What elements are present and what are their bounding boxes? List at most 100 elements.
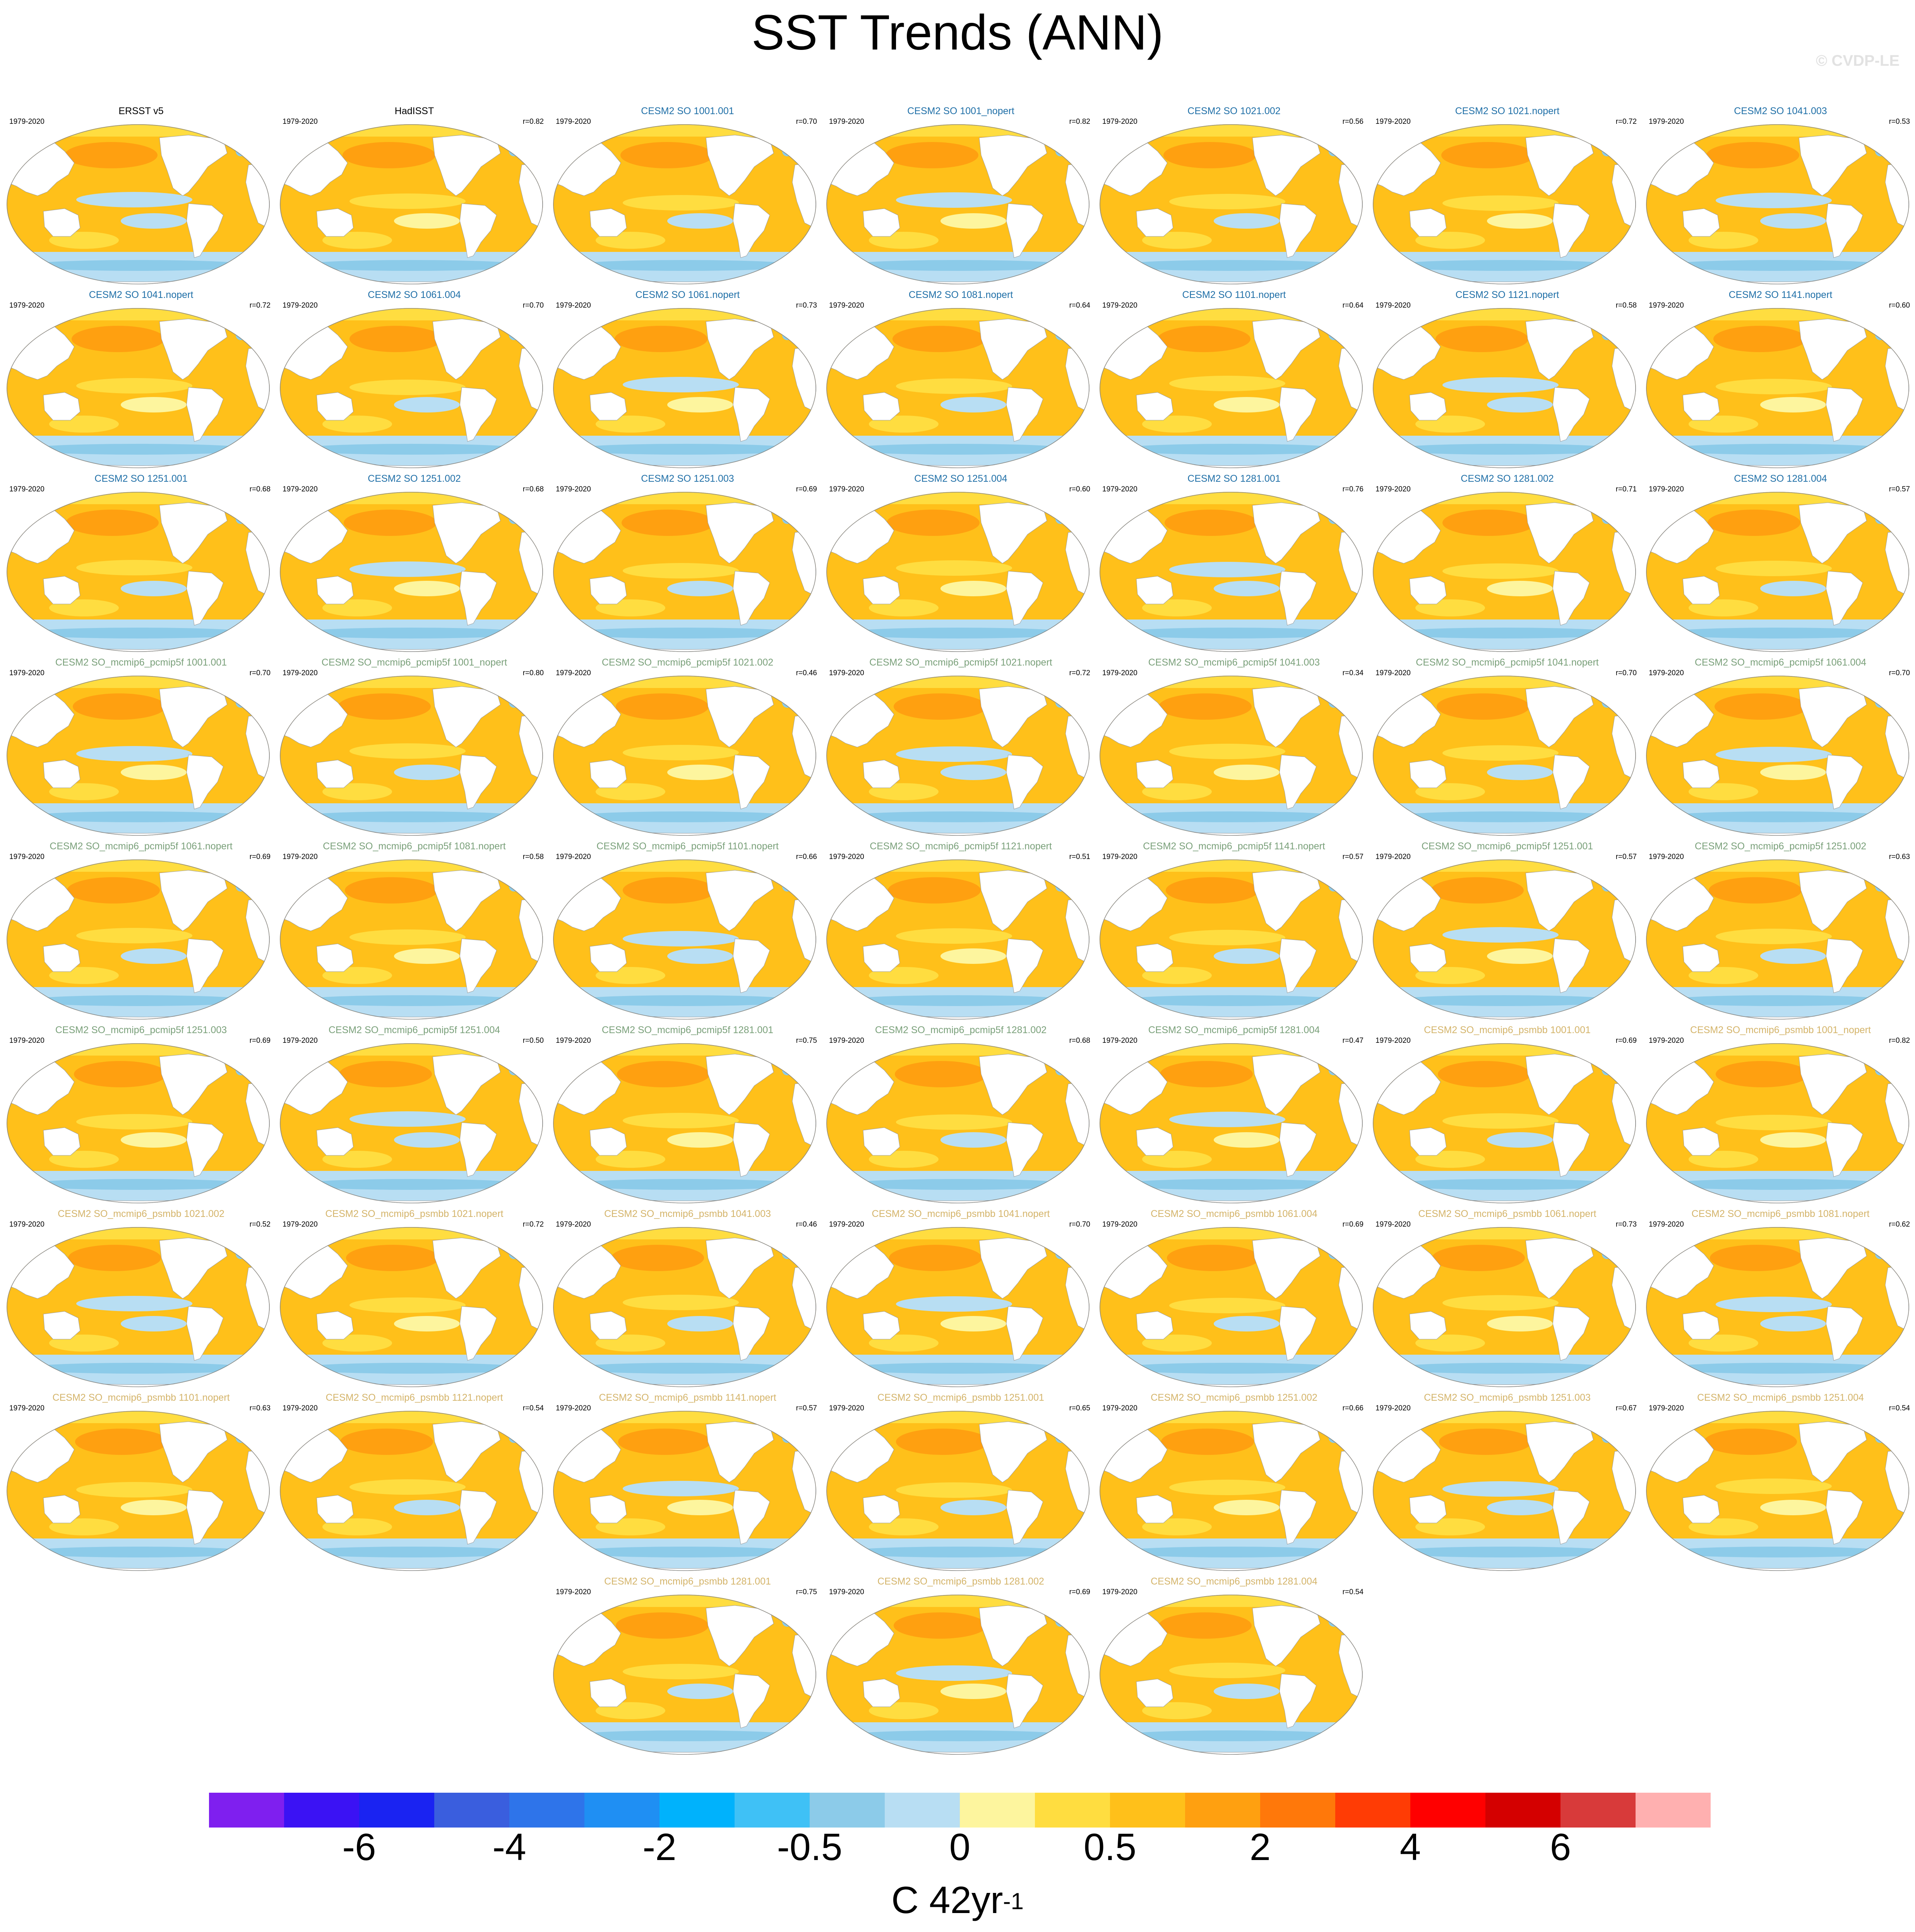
panel-period-label: 1979-2020 [9, 853, 45, 861]
tropical-pacific-band [623, 1113, 739, 1128]
tropical-pacific-band [623, 1295, 739, 1310]
colorbar-swatch [1410, 1793, 1486, 1828]
panel-correlation-label: r=0.56 [1342, 118, 1363, 126]
north-pacific-warm-patch [1163, 142, 1256, 168]
panel-period-label: 1979-2020 [829, 1404, 864, 1412]
colorbar-swatch [509, 1793, 585, 1828]
map-panel: CESM2 SO 1041.nopert 1979-2020 r=0.72 [5, 289, 277, 471]
tropical-pacific-band [1169, 194, 1285, 209]
southern-ocean-inner [295, 444, 528, 455]
land-australia [43, 392, 81, 421]
map-border [7, 859, 270, 1020]
map-panel: HadISST 1979-2020 r=0.82 [278, 105, 551, 287]
north-pacific-warm-patch [1166, 877, 1259, 904]
land-south-america [1552, 1306, 1590, 1361]
map-border [1373, 1043, 1636, 1203]
map-border [553, 1595, 816, 1755]
sst-trend-map [7, 1411, 270, 1571]
panel-period-label: 1979-2020 [556, 1588, 591, 1596]
land-australia [589, 208, 627, 237]
southern-ocean-inner [842, 1547, 1074, 1557]
land-south-america [733, 1490, 770, 1545]
tropical-pacific-band [623, 1481, 739, 1496]
map-border [1646, 859, 1909, 1020]
north-pacific-warm-patch [616, 693, 709, 720]
map-panel: CESM2 SO 1061.004 1979-2020 r=0.70 [278, 289, 551, 471]
southern-ocean-inner [1115, 628, 1347, 638]
north-pacific-warm-patch [1160, 1061, 1253, 1087]
southern-ocean-inner [1115, 995, 1347, 1006]
map-panel: CESM2 SO_mcmip6_pcmip5f 1141.nopert 1979-… [1098, 840, 1370, 1022]
north-pacific-warm-patch [72, 326, 164, 352]
panel-correlation-label: r=0.71 [1615, 485, 1637, 493]
panel-correlation-label: r=0.66 [1342, 1404, 1363, 1412]
panel-title: CESM2 SO_mcmip6_pcmip5f 1041.nopert [1416, 657, 1599, 668]
southern-ocean-inner [1115, 1363, 1347, 1374]
southern-ocean-inner [1115, 1730, 1347, 1741]
southeast-pacific-tongue [1487, 765, 1553, 780]
map-border [1373, 308, 1636, 468]
arctic-band [1646, 1227, 1909, 1239]
panel-period-label: 1979-2020 [829, 1037, 864, 1045]
sst-trend-map [7, 859, 270, 1020]
southern-ocean-inner [22, 811, 254, 822]
arctic-band [553, 492, 816, 504]
map-border [280, 308, 543, 468]
map-panel: CESM2 SO_mcmip6_psmbb 1041.003 1979-2020 r… [551, 1208, 824, 1390]
colorbar-tick-label: 0 [949, 1826, 971, 1868]
southern-ocean-inner [1661, 1179, 1894, 1190]
southeast-pacific-tongue [667, 397, 733, 412]
panel-period-label: 1979-2020 [556, 118, 591, 126]
panel-title: CESM2 SO_mcmip6_pcmip5f 1251.001 [1421, 841, 1593, 852]
map-panel: CESM2 SO 1251.001 1979-2020 r=0.68 [5, 473, 277, 655]
tropical-pacific-band [1716, 1297, 1832, 1312]
land-australia [43, 576, 81, 604]
southeast-pacific-tongue [1214, 213, 1280, 229]
land-australia [316, 1311, 354, 1340]
north-pacific-warm-patch [349, 326, 442, 352]
map-border [280, 1227, 543, 1387]
land-south-america [186, 1122, 224, 1177]
panel-period-label: 1979-2020 [556, 1220, 591, 1229]
north-pacific-warm-patch [1159, 693, 1252, 720]
north-pacific-warm-patch [339, 1061, 432, 1087]
map-border [826, 1043, 1089, 1203]
panel-correlation-label: r=0.76 [1342, 485, 1363, 493]
sst-trend-map [1646, 308, 1909, 468]
southeast-pacific-tongue [667, 1500, 733, 1515]
land-australia [43, 1127, 81, 1156]
sst-trend-map [7, 492, 270, 652]
land-australia [316, 1495, 354, 1523]
north-pacific-warm-patch [1431, 877, 1524, 904]
land-south-america [459, 938, 497, 993]
tropical-pacific-band [1442, 927, 1559, 943]
tropical-pacific-band [1169, 744, 1285, 759]
tropical-pacific-band [76, 192, 192, 207]
southeast-pacific-tongue [1487, 1132, 1553, 1148]
panel-title: CESM2 SO_mcmip6_psmbb 1251.003 [1424, 1392, 1591, 1403]
land-south-america [1279, 1490, 1317, 1545]
watermark: © CVDP-LE [1816, 52, 1900, 69]
land-south-america [733, 571, 770, 626]
map-border [826, 676, 1089, 836]
tropical-pacific-band [1716, 1479, 1832, 1494]
land-australia [1409, 392, 1447, 421]
land-south-america [186, 755, 224, 809]
tropical-pacific-band [1169, 930, 1285, 945]
southern-ocean-inner [295, 1363, 528, 1374]
map-border [1646, 124, 1909, 284]
southeast-pacific-tongue [667, 948, 733, 964]
arctic-band [1100, 1411, 1363, 1423]
panel-correlation-label: r=0.54 [1342, 1588, 1363, 1596]
panel-title: CESM2 SO 1251.002 [368, 473, 461, 484]
southeast-pacific-tongue [940, 1684, 1006, 1699]
land-south-america [186, 387, 224, 442]
colorbar-swatch [1260, 1793, 1336, 1828]
southern-ocean-inner [1388, 628, 1620, 638]
panel-correlation-label: r=0.57 [1615, 853, 1637, 861]
southeast-pacific-tongue [1760, 1316, 1826, 1331]
colorbar-units-exponent: -1 [1003, 1888, 1024, 1914]
arctic-band [826, 308, 1089, 320]
land-australia [1136, 760, 1173, 788]
arctic-band [1100, 492, 1363, 504]
